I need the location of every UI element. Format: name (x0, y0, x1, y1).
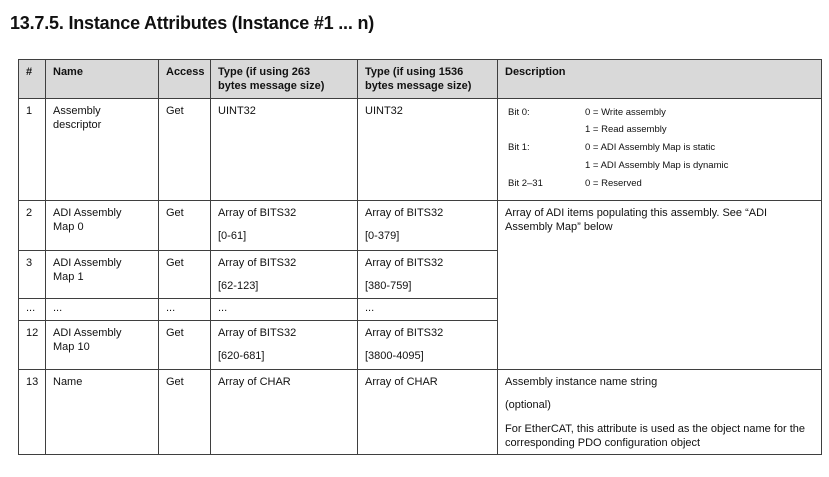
cell-type-263: UINT32 (210, 97, 358, 202)
table-row: 2 ADI Assembly Map 0 Get Array of BITS32… (18, 200, 822, 371)
table-row-ellipsis: ... ... ... ... ... (18, 298, 822, 322)
cell-description: Assembly instance name string (optional)… (497, 369, 822, 456)
type-range: [380-759] (365, 280, 412, 293)
bit-row: 1 = ADI Assembly Map is dynamic (505, 160, 815, 171)
cell-num: 1 (18, 97, 46, 202)
bit-value: 0 = ADI Assembly Map is static (585, 142, 716, 154)
description-paragraph: Assembly instance name string (505, 376, 658, 389)
cell-type-1536: Array of BITS32 [380-759] (357, 250, 498, 300)
bit-label: Bit 2–31 (508, 178, 543, 190)
type-line: Array of BITS32 (365, 207, 444, 220)
cell-type-1536: Array of BITS32 [0-379] (357, 200, 498, 252)
header-description: Description (497, 59, 822, 99)
bit-row: Bit 2–31 0 = Reserved (505, 178, 815, 189)
cell-access: Get (158, 200, 211, 252)
header-num: # (18, 59, 46, 99)
type-range: [3800-4095] (365, 350, 424, 363)
type-range: [0-61] (218, 230, 247, 243)
bit-value: 1 = Read assembly (585, 124, 667, 136)
bit-label: Bit 1: (508, 142, 530, 154)
cell-name: ADI Assembly Map 0 (45, 200, 159, 252)
cell-name: Assembly descriptor (45, 97, 159, 202)
table-row: 1 Assembly descriptor Get UINT32 UINT32 … (18, 97, 822, 202)
type-line: Array of BITS32 (218, 327, 297, 340)
cell-num: 3 (18, 250, 46, 300)
cell-name: ADI Assembly Map 1 (45, 250, 159, 300)
type-range: [620-681] (218, 350, 265, 363)
header-name: Name (45, 59, 159, 99)
cell-access: Get (158, 369, 211, 456)
type-line: Array of BITS32 (365, 257, 444, 270)
bit-row: 1 = Read assembly (505, 124, 815, 135)
header-type-1536: Type (if using 1536 bytes message size) (357, 59, 498, 99)
instance-attributes-table: # Name Access Type (if using 263 bytes m… (18, 59, 822, 456)
bit-definition-block: Bit 0: 0 = Write assembly 1 = Read assemb… (505, 104, 815, 190)
cell-type-263: Array of BITS32 [0-61] (210, 200, 358, 252)
cell-access: Get (158, 250, 211, 300)
bit-row: Bit 1: 0 = ADI Assembly Map is static (505, 142, 815, 153)
bit-label: Bit 0: (508, 106, 530, 118)
cell-num: ... (18, 298, 46, 322)
type-range: [0-379] (365, 230, 400, 243)
type-line: Array of BITS32 (365, 327, 444, 340)
cell-type-1536: Array of BITS32 [3800-4095] (357, 320, 498, 371)
type-line: Array of BITS32 (218, 257, 297, 270)
type-line: Array of BITS32 (218, 207, 297, 220)
type-range: [62-123] (218, 280, 259, 293)
cell-type-263: Array of BITS32 [620-681] (210, 320, 358, 371)
table-row: 12 ADI Assembly Map 10 Get Array of BITS… (18, 320, 822, 371)
cell-type-263: ... (210, 298, 358, 322)
cell-access: Get (158, 97, 211, 202)
cell-description: Bit 0: 0 = Write assembly 1 = Read assemb… (497, 97, 822, 202)
table-row: 3 ADI Assembly Map 1 Get Array of BITS32… (18, 250, 822, 300)
description-paragraph: (optional) (505, 399, 551, 412)
description-paragraph: For EtherCAT, this attribute is used as … (505, 422, 805, 449)
cell-name: ... (45, 298, 159, 322)
cell-access: Get (158, 320, 211, 371)
cell-type-1536: UINT32 (357, 97, 498, 202)
cell-type-263: Array of CHAR (210, 369, 358, 456)
cell-type-263: Array of BITS32 [62-123] (210, 250, 358, 300)
table-row: 13 Name Get Array of CHAR Array of CHAR … (18, 369, 822, 456)
cell-description-merged: Array of ADI items populating this assem… (497, 200, 822, 371)
cell-num: 13 (18, 369, 46, 456)
table-header-row: # Name Access Type (if using 263 bytes m… (18, 59, 822, 99)
cell-num: 2 (18, 200, 46, 252)
cell-name: ADI Assembly Map 10 (45, 320, 159, 371)
cell-type-1536: ... (357, 298, 498, 322)
bit-row: Bit 0: 0 = Write assembly (505, 107, 815, 118)
cell-access: ... (158, 298, 211, 322)
bit-value: 0 = Reserved (585, 178, 642, 190)
cell-num: 12 (18, 320, 46, 371)
header-type-263: Type (if using 263 bytes message size) (210, 59, 358, 99)
bit-value: 0 = Write assembly (585, 106, 666, 118)
bit-value: 1 = ADI Assembly Map is dynamic (585, 160, 729, 172)
header-access: Access (158, 59, 211, 99)
cell-name: Name (45, 369, 159, 456)
cell-type-1536: Array of CHAR (357, 369, 498, 456)
section-title: 13.7.5. Instance Attributes (Instance #1… (10, 13, 375, 33)
